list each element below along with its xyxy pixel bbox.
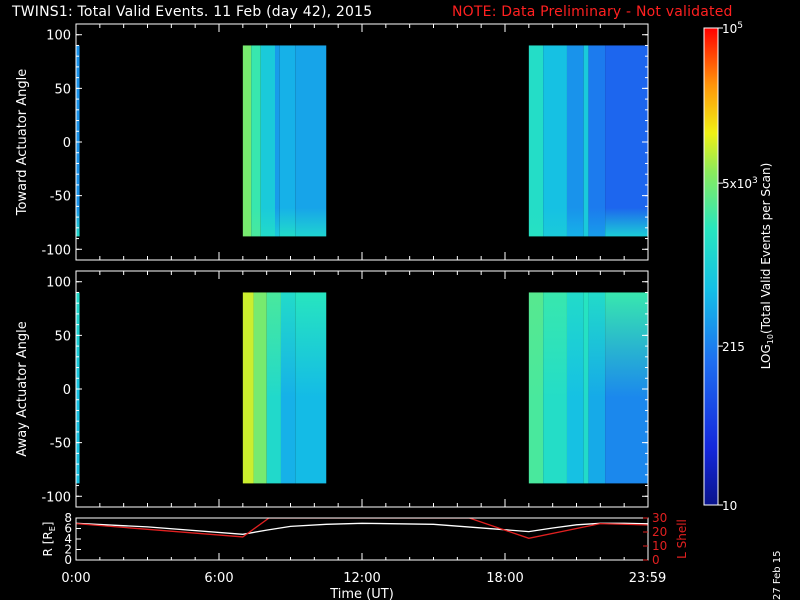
x-tick-label: 18:00 xyxy=(486,571,523,586)
orbit-right-label: L Shell xyxy=(675,519,689,559)
heatmap-column xyxy=(295,45,327,237)
x-tick-label: 6:00 xyxy=(204,571,233,586)
y-tick-label: 6 xyxy=(64,522,72,536)
y-tick-label-right: 10 xyxy=(652,539,667,553)
x-tick-label: 0:00 xyxy=(61,571,90,586)
colorbar xyxy=(703,27,719,506)
y-axis-label: Away Actuator Angle xyxy=(15,321,30,456)
y-tick-label: 0 xyxy=(63,136,71,151)
y-tick-label: 2 xyxy=(64,543,72,557)
heatmap-column xyxy=(260,45,276,237)
preliminary-note: NOTE: Data Preliminary - Not validated xyxy=(452,4,733,20)
heatmap-column xyxy=(295,292,327,484)
y-tick-label: -100 xyxy=(41,243,71,258)
heatmap-column xyxy=(566,45,584,237)
y-tick-label: 0 xyxy=(63,383,71,398)
x-tick-label: 23:59 xyxy=(629,571,666,586)
l-shell-line xyxy=(76,518,648,539)
y-tick-label: 50 xyxy=(54,82,71,97)
y-tick-label-right: 20 xyxy=(652,525,667,539)
heatmap-column xyxy=(528,292,544,484)
y-tick-label: 0 xyxy=(64,553,72,567)
heatmap-column xyxy=(583,45,589,237)
colorbar-tick-label: 105 xyxy=(722,21,743,36)
heatmap-column xyxy=(583,292,589,484)
y-axis-label: Toward Actuator Angle xyxy=(15,69,30,216)
heatmap-column xyxy=(543,45,567,237)
y-tick-label: 50 xyxy=(54,329,71,344)
heatmap-column xyxy=(588,45,606,237)
radial-distance-line xyxy=(76,522,648,535)
y-tick-label-right: 0 xyxy=(652,553,660,567)
heatmap-column xyxy=(605,45,648,237)
heatmap-column xyxy=(605,292,648,484)
y-tick-label: 100 xyxy=(46,29,71,44)
heatmap-column xyxy=(566,292,584,484)
heatmap-column xyxy=(543,292,567,484)
y-tick-label: 100 xyxy=(46,276,71,291)
y-tick-label-right: 30 xyxy=(652,511,667,525)
heatmap-column xyxy=(275,45,280,237)
x-axis-label: Time (UT) xyxy=(329,587,394,600)
colorbar-tick-label: 10 xyxy=(722,499,737,513)
heatmap-column xyxy=(266,292,281,484)
heatmap-column xyxy=(253,292,267,484)
colorbar-tick-label: 5x103 xyxy=(722,176,758,191)
y-tick-label: 4 xyxy=(64,532,72,546)
y-tick-label: -50 xyxy=(50,437,71,452)
chart-title: TWINS1: Total Valid Events. 11 Feb (day … xyxy=(12,4,373,20)
y-tick-label: -100 xyxy=(41,490,71,505)
heatmap-column xyxy=(279,45,296,237)
heatmap-column xyxy=(242,292,254,484)
heatmap-column xyxy=(528,45,544,237)
colorbar-tick-label: 215 xyxy=(722,340,745,354)
heatmap-column xyxy=(242,45,252,237)
heatmap-column xyxy=(280,292,296,484)
heatmap-column xyxy=(76,292,80,484)
colorbar-label: LOG10(Total Valid Events per Scan) xyxy=(759,163,775,370)
y-tick-label: 8 xyxy=(64,511,72,525)
x-tick-label: 12:00 xyxy=(343,571,380,586)
heatmap-column xyxy=(251,45,261,237)
heatmap-column xyxy=(588,292,606,484)
orbit-left-label: R [RE] xyxy=(41,522,57,557)
y-tick-label: -50 xyxy=(50,190,71,205)
heatmap-column xyxy=(76,45,80,237)
